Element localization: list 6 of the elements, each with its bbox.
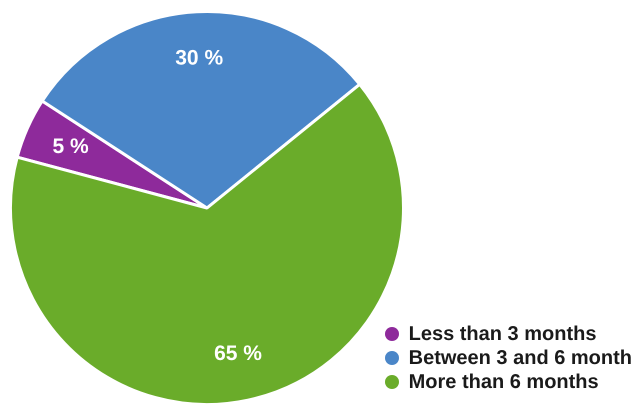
legend-label: More than 6 months	[408, 370, 599, 394]
legend-label: Less than 3 months	[408, 322, 596, 346]
data-label: 5 %	[52, 135, 89, 158]
data-label: 65 %	[214, 342, 262, 365]
data-label: 30 %	[175, 46, 224, 70]
legend-label: Between 3 and 6 month	[408, 346, 632, 370]
